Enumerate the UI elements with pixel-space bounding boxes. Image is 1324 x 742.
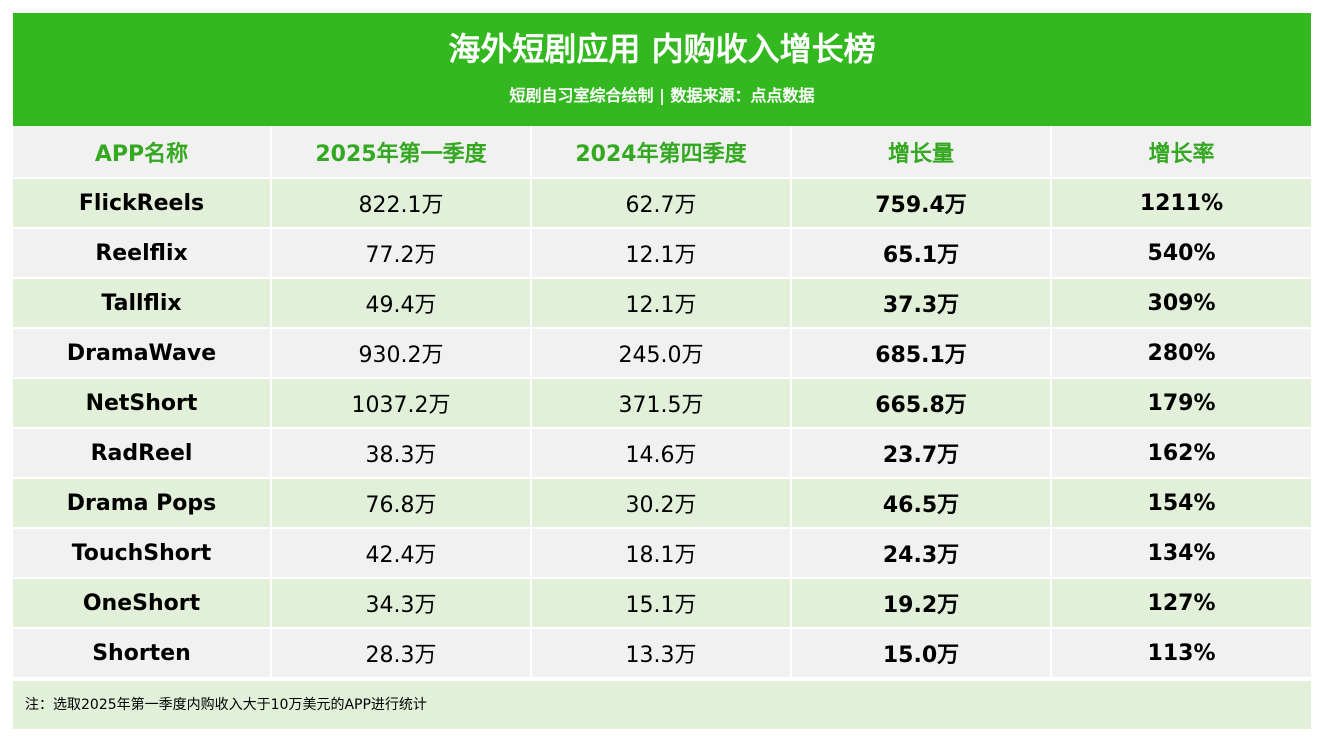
column-header-rate: 增长率 [1051,126,1311,179]
growth-amount: 37.3万 [791,278,1052,329]
q1-2025-revenue: 28.3万 [271,628,532,679]
q4-2024-revenue: 13.3万 [531,628,792,679]
growth-rate: 134% [1051,528,1311,579]
footnote-bar: 注：选取2025年第一季度内购收入大于10万美元的APP进行统计 [13,681,1311,729]
app-name: TouchShort [13,528,272,579]
growth-amount: 665.8万 [791,378,1052,429]
q1-2025-revenue: 49.4万 [271,278,532,329]
q4-2024-revenue: 245.0万 [531,328,792,379]
footnote-text: 注：选取2025年第一季度内购收入大于10万美元的APP进行统计 [25,697,427,713]
q4-2024-revenue: 62.7万 [531,178,792,229]
page-title: 海外短剧应用 内购收入增长榜 [448,30,876,68]
page-subtitle: 短剧自习室综合绘制 | 数据来源：点点数据 [509,86,815,105]
q1-2025-revenue: 822.1万 [271,178,532,229]
table-row: Drama Pops 76.8万 30.2万 46.5万 154% [13,478,1311,529]
table-row: FlickReels 822.1万 62.7万 759.4万 1211% [13,178,1311,229]
app-name: Tallflix [13,278,272,329]
table-row: Shorten 28.3万 13.3万 15.0万 113% [13,628,1311,679]
growth-amount: 24.3万 [791,528,1052,579]
growth-table: APP名称 2025年第一季度 2024年第四季度 增长量 增长率 FlickR… [13,126,1311,679]
app-name: Reelflix [13,228,272,279]
q4-2024-revenue: 14.6万 [531,428,792,479]
growth-rate: 154% [1051,478,1311,529]
app-name: OneShort [13,578,272,629]
table-row: OneShort 34.3万 15.1万 19.2万 127% [13,578,1311,629]
growth-rate: 113% [1051,628,1311,679]
table-row: Tallflix 49.4万 12.1万 37.3万 309% [13,278,1311,329]
column-header-q1-2025: 2025年第一季度 [271,126,532,179]
app-name: DramaWave [13,328,272,379]
q1-2025-revenue: 38.3万 [271,428,532,479]
q1-2025-revenue: 42.4万 [271,528,532,579]
growth-rate: 1211% [1051,178,1311,229]
table-header-row: APP名称 2025年第一季度 2024年第四季度 增长量 增长率 [13,126,1311,179]
q1-2025-revenue: 930.2万 [271,328,532,379]
app-name: NetShort [13,378,272,429]
q4-2024-revenue: 12.1万 [531,278,792,329]
q1-2025-revenue: 77.2万 [271,228,532,279]
q4-2024-revenue: 12.1万 [531,228,792,279]
column-header-app: APP名称 [13,126,272,179]
table-row: DramaWave 930.2万 245.0万 685.1万 280% [13,328,1311,379]
app-name: RadReel [13,428,272,479]
table-row: Reelflix 77.2万 12.1万 65.1万 540% [13,228,1311,279]
growth-rate: 162% [1051,428,1311,479]
ranking-table-card: 海外短剧应用 内购收入增长榜 短剧自习室综合绘制 | 数据来源：点点数据 APP… [13,13,1311,729]
q4-2024-revenue: 371.5万 [531,378,792,429]
growth-amount: 46.5万 [791,478,1052,529]
growth-rate: 179% [1051,378,1311,429]
growth-amount: 19.2万 [791,578,1052,629]
q1-2025-revenue: 1037.2万 [271,378,532,429]
growth-rate: 309% [1051,278,1311,329]
column-header-q4-2024: 2024年第四季度 [531,126,792,179]
table-row: NetShort 1037.2万 371.5万 665.8万 179% [13,378,1311,429]
app-name: FlickReels [13,178,272,229]
q4-2024-revenue: 15.1万 [531,578,792,629]
growth-rate: 127% [1051,578,1311,629]
growth-amount: 23.7万 [791,428,1052,479]
growth-rate: 540% [1051,228,1311,279]
q4-2024-revenue: 30.2万 [531,478,792,529]
app-name: Shorten [13,628,272,679]
q1-2025-revenue: 76.8万 [271,478,532,529]
app-name: Drama Pops [13,478,272,529]
table-row: TouchShort 42.4万 18.1万 24.3万 134% [13,528,1311,579]
growth-amount: 15.0万 [791,628,1052,679]
q1-2025-revenue: 34.3万 [271,578,532,629]
q4-2024-revenue: 18.1万 [531,528,792,579]
growth-rate: 280% [1051,328,1311,379]
table-row: RadReel 38.3万 14.6万 23.7万 162% [13,428,1311,479]
growth-amount: 759.4万 [791,178,1052,229]
header-banner: 海外短剧应用 内购收入增长榜 短剧自习室综合绘制 | 数据来源：点点数据 [13,13,1311,126]
growth-amount: 685.1万 [791,328,1052,379]
column-header-growth: 增长量 [791,126,1052,179]
growth-amount: 65.1万 [791,228,1052,279]
